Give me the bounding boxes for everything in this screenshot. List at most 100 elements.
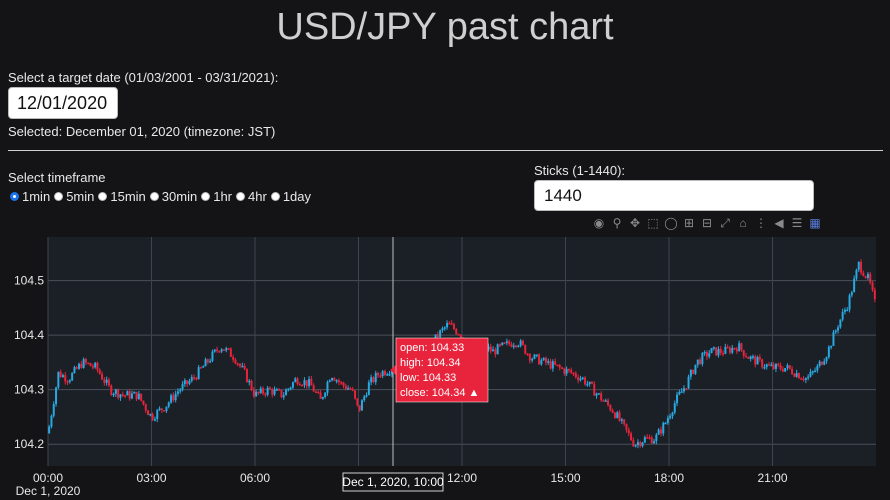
radio-icon[interactable] xyxy=(54,192,64,201)
candle-body xyxy=(75,367,78,369)
zoom-out-icon[interactable]: ⊟ xyxy=(701,216,713,230)
radio-30min[interactable]: 30min xyxy=(149,189,197,204)
radio-icon[interactable] xyxy=(201,192,211,201)
candle-body xyxy=(524,344,527,354)
tooltip-box xyxy=(395,337,489,403)
candle-body xyxy=(153,419,156,421)
candle-body xyxy=(289,387,292,389)
candle-body xyxy=(701,353,704,365)
candle-body xyxy=(754,356,757,365)
candle-body xyxy=(188,380,191,384)
candle-body xyxy=(298,384,301,386)
candle-body xyxy=(55,387,58,405)
radio-icon[interactable] xyxy=(98,192,108,201)
candle-body xyxy=(719,348,722,353)
candle-body xyxy=(561,367,564,370)
candle-body xyxy=(71,372,74,381)
candle-body xyxy=(250,380,253,391)
radio-1day[interactable]: 1day xyxy=(270,189,311,204)
candle-body xyxy=(349,388,352,390)
candle-body xyxy=(193,377,196,379)
hover-compare-icon[interactable]: ☰ xyxy=(791,216,803,230)
camera-icon[interactable]: ◉ xyxy=(593,216,605,230)
candle-body xyxy=(715,347,718,356)
candle-body xyxy=(749,356,752,359)
radio-15min[interactable]: 15min xyxy=(98,189,146,204)
candle-body xyxy=(107,379,110,386)
divider xyxy=(8,150,883,151)
candle-body xyxy=(331,378,334,381)
radio-label: 4hr xyxy=(248,189,267,204)
candle-body xyxy=(786,365,789,369)
pan-icon[interactable]: ✥ xyxy=(629,216,641,230)
radio-icon[interactable] xyxy=(236,192,246,201)
candle-body xyxy=(126,391,129,396)
candle-body xyxy=(236,363,239,365)
candle-body xyxy=(314,391,317,394)
y-tick-label: 104.4 xyxy=(14,328,44,342)
candle-body xyxy=(386,374,389,376)
candle-body xyxy=(579,378,582,381)
radio-1min[interactable]: 1min xyxy=(10,189,50,204)
candle-body xyxy=(160,408,163,411)
candle-body xyxy=(512,345,515,348)
zoom-in-icon[interactable]: ⊞ xyxy=(683,216,695,230)
radio-1hr[interactable]: 1hr xyxy=(201,189,232,204)
candle-body xyxy=(372,377,375,383)
candle-body xyxy=(588,381,591,384)
candle-body xyxy=(167,402,170,407)
candle-body xyxy=(457,334,460,336)
candle-body xyxy=(848,295,851,310)
candle-body xyxy=(632,440,635,447)
candle-body xyxy=(648,437,651,439)
candle-body xyxy=(496,344,499,355)
plotly-logo-icon[interactable]: ▦ xyxy=(809,216,821,230)
candle-body xyxy=(761,359,764,368)
candle-body xyxy=(857,261,860,270)
candle-body xyxy=(158,408,161,411)
candle-body xyxy=(337,380,340,383)
radio-4hr[interactable]: 4hr xyxy=(236,189,267,204)
candle-body xyxy=(791,368,794,375)
candle-body xyxy=(712,347,715,349)
candle-body xyxy=(765,364,768,368)
candle-body xyxy=(232,356,235,360)
candle-body xyxy=(692,369,695,374)
x-tick-label: 03:00 xyxy=(136,471,166,485)
sticks-label: Sticks (1-1440): xyxy=(534,163,626,178)
candle-body xyxy=(864,276,867,278)
radio-icon[interactable] xyxy=(270,192,280,201)
date-input[interactable] xyxy=(8,87,118,119)
candle-body xyxy=(278,389,281,391)
candle-body xyxy=(354,390,357,399)
hover-closest-icon[interactable]: ◀ xyxy=(774,216,784,230)
box-select-icon[interactable]: ⬚ xyxy=(647,216,659,230)
candle-body xyxy=(170,395,173,403)
candle-body xyxy=(222,349,225,351)
candle-body xyxy=(841,311,844,320)
radio-5min[interactable]: 5min xyxy=(54,189,94,204)
radio-icon[interactable] xyxy=(149,192,159,201)
candle-body xyxy=(726,346,729,349)
candle-body xyxy=(163,410,166,412)
candle-body xyxy=(521,340,524,345)
candle-body xyxy=(531,358,534,361)
candle-body xyxy=(128,391,131,399)
candle-body xyxy=(839,319,842,328)
zoom-icon[interactable]: ⚲ xyxy=(612,216,622,230)
candle-body xyxy=(850,292,853,296)
autoscale-icon[interactable]: ⤢ xyxy=(720,216,730,230)
candle-body xyxy=(294,378,297,383)
radio-selected-icon[interactable] xyxy=(10,192,19,201)
candle-body xyxy=(586,383,589,386)
candle-body xyxy=(556,364,559,367)
selected-date-text: Selected: December 01, 2020 (timezone: J… xyxy=(8,124,276,139)
lasso-icon[interactable]: ◯ xyxy=(664,216,678,230)
spike-lines-icon[interactable]: ⋮ xyxy=(755,216,767,230)
home-icon[interactable]: ⌂ xyxy=(739,216,747,230)
candle-body xyxy=(595,393,598,396)
candle-body xyxy=(312,385,315,392)
candle-body xyxy=(659,429,662,434)
sticks-input[interactable] xyxy=(534,180,814,211)
